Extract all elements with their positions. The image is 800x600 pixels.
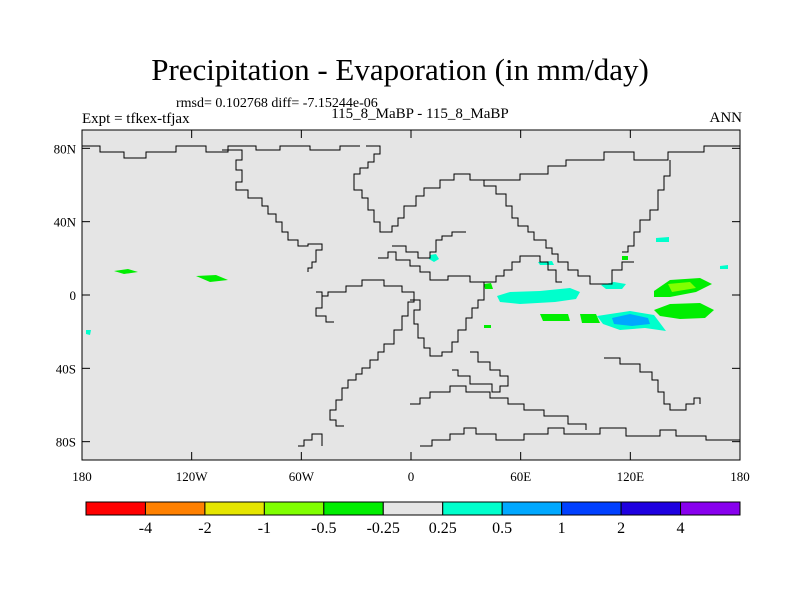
y-tick-label: 0 — [70, 288, 77, 303]
x-tick-label: 180 — [72, 469, 92, 484]
pos-patch-7 — [86, 330, 91, 335]
plot-title: Precipitation - Evaporation (in mm/day) — [151, 52, 649, 87]
colorbar-label: -2 — [198, 520, 211, 537]
y-tick-label: 40S — [56, 361, 76, 376]
coast-india — [530, 255, 562, 283]
colorbar-label: 0.25 — [429, 520, 457, 537]
colorbar-swatch — [382, 501, 444, 516]
y-tick-marks — [82, 147, 740, 443]
colorbar-swatch — [561, 501, 622, 516]
colorbar-swatch — [204, 501, 265, 516]
colorbar-label: -0.5 — [311, 520, 336, 537]
pos-patch-8 — [720, 265, 728, 269]
map-background — [82, 130, 740, 460]
colorbar-swatch — [680, 501, 741, 516]
neg-patch-4 — [540, 314, 570, 321]
pos-patch-5 — [656, 237, 669, 242]
x-tick-label: 120W — [176, 469, 209, 484]
coast-africa — [378, 251, 485, 357]
x-tick-label: 180 — [730, 469, 750, 484]
coast-antarctic-east — [420, 427, 740, 447]
neg-patch-3 — [484, 283, 493, 289]
neg-patch-5 — [580, 314, 600, 323]
coast-central — [315, 291, 334, 323]
colorbar-label: -1 — [258, 520, 271, 537]
colorbar-label: 2 — [617, 520, 625, 537]
x-tick-label: 0 — [408, 469, 415, 484]
stats-line: rmsd= 0.102768 diff= -7.15244e-06 — [176, 96, 378, 111]
coast-north-america — [222, 149, 323, 272]
colorbar-label: 4 — [677, 520, 685, 537]
colorbar-swatch — [263, 501, 325, 516]
x-tick-labels: 180 120W 60W 0 60E 120E 180 — [72, 469, 750, 484]
coast-europe — [386, 173, 634, 285]
pos-core — [612, 314, 650, 326]
coast-madagascar — [452, 351, 509, 393]
colorbar-swatch — [501, 501, 563, 516]
pos-patch-3 — [429, 254, 439, 262]
y-tick-label: 80N — [54, 141, 77, 156]
neg-core — [668, 282, 696, 292]
colorbar-labels: -4 -2 -1 -0.5 -0.25 0.25 0.5 1 2 4 — [139, 520, 685, 537]
neg-patch-9 — [484, 325, 491, 328]
coast-asia-north — [484, 145, 740, 181]
colorbar-swatch — [85, 501, 146, 516]
colorbar-swatch — [144, 501, 206, 516]
x-tick-marks — [81, 130, 741, 460]
experiment-label: Expt = tfkex-tfjax — [82, 111, 190, 127]
colorbar — [85, 501, 741, 516]
colorbar-label: -0.25 — [367, 520, 400, 537]
pos-patch-1 — [497, 288, 580, 304]
coast-med — [392, 231, 466, 259]
case-label: 115_8_MaBP - 115_8_MaBP — [331, 106, 509, 122]
colorbar-swatch — [620, 501, 682, 516]
coastlines — [82, 145, 740, 447]
neg-patch-7 — [654, 303, 714, 319]
coast-australia — [604, 357, 701, 411]
coast-east-asia — [622, 160, 671, 253]
coast-southern — [410, 385, 587, 430]
colorbar-label: 1 — [558, 520, 566, 537]
colorbar-label: -4 — [139, 520, 152, 537]
coast-greenland — [353, 145, 386, 233]
colorbar-swatch — [323, 501, 384, 516]
colorbar-swatch — [442, 501, 503, 516]
coast-south-america — [322, 279, 415, 427]
colorbar-label: 0.5 — [492, 520, 512, 537]
coast-arabia — [484, 255, 530, 283]
neg-patch-8 — [622, 256, 628, 260]
y-tick-labels: 80N 40N 0 40S 80S — [54, 141, 77, 449]
y-tick-label: 40N — [54, 215, 77, 230]
coast-antarctic-west — [298, 433, 323, 447]
season-label: ANN — [709, 110, 743, 126]
neg-patch-1 — [114, 269, 138, 274]
x-tick-label: 60E — [510, 469, 531, 484]
coast-arctic — [82, 145, 360, 159]
neg-patch-2 — [196, 275, 228, 282]
y-tick-label: 80S — [56, 435, 76, 450]
x-tick-label: 120E — [617, 469, 645, 484]
x-tick-label: 60W — [289, 469, 315, 484]
